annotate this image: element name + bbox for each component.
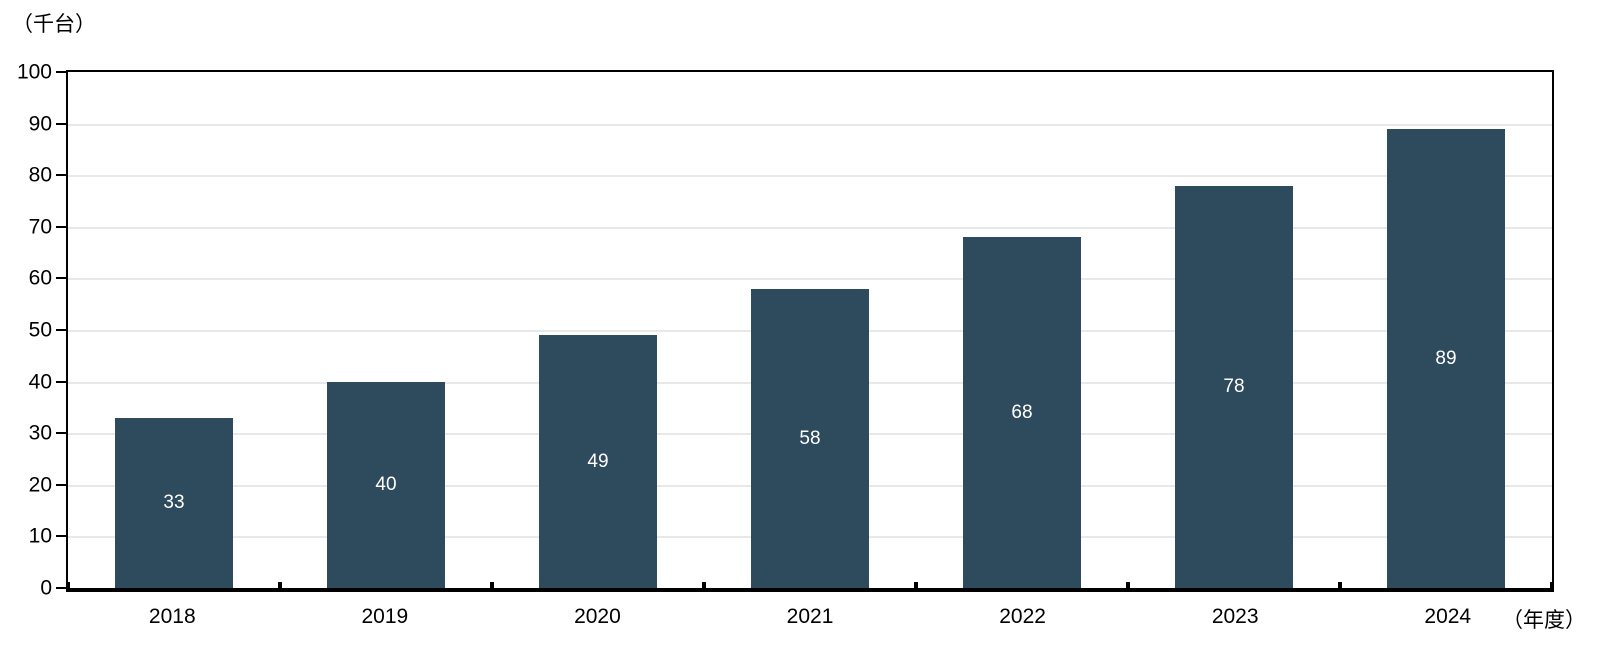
bar-value-label: 40 [375,474,397,496]
y-tick-mark [56,71,66,73]
x-tick-mark [702,582,706,588]
gridline [68,226,1552,229]
x-category-label: 2022 [999,605,1046,628]
x-tick-mark [1338,582,1342,588]
category-cell: 58 [704,72,916,588]
y-tick-label: 20 [28,473,52,497]
x-category-label: 2023 [1211,605,1259,628]
y-tick-label: 70 [28,215,52,239]
y-tick-mark [56,174,66,177]
x-tick-mark [1550,582,1554,588]
category-cell: 40 [280,72,492,588]
y-axis-tick-marks [0,71,66,589]
x-axis-category-labels: 2018 2019 2020 2021 2022 2023 2024 [66,604,1554,629]
bar: 89 [1387,128,1505,588]
y-tick-label: 60 [28,266,52,290]
y-tick-mark [56,122,66,125]
bar-value-label: 33 [163,492,185,514]
x-category-label: 2021 [786,605,834,628]
y-axis-tick-labels: 0 10 20 30 40 50 60 70 80 90 100 [0,62,52,599]
bar: 68 [963,237,1081,588]
bar-value-label: 49 [587,451,609,473]
bar-value-label: 58 [799,427,821,449]
x-category-label: 2024 [1424,605,1472,628]
y-axis-unit-label: （千台） [12,13,96,36]
x-tick-mark [278,582,282,588]
y-tick-label: 0 [40,576,52,600]
y-tick-mark [56,587,66,589]
x-category-label: 2019 [361,605,409,628]
x-tick-mark [1126,582,1130,588]
bars-container: 33 40 49 58 68 78 89 [68,72,1552,588]
plot-area: 33 40 49 58 68 78 89 [66,70,1554,592]
bar-value-label: 78 [1223,376,1245,398]
y-tick-label: 100 [16,60,52,84]
y-tick-label: 40 [28,370,52,394]
y-tick-label: 80 [28,163,52,187]
y-tick-mark [56,277,66,280]
y-tick-label: 30 [28,421,52,445]
x-tick-mark [914,582,918,588]
y-tick-label: 90 [28,112,52,136]
gridline [68,278,1552,281]
category-cell: 78 [1128,72,1340,588]
bar: 49 [539,335,657,588]
gridline [68,175,1552,178]
bar: 58 [751,288,869,588]
y-tick-mark [56,225,66,228]
bar: 33 [115,417,233,588]
gridline [68,123,1552,126]
x-category-label: 2020 [574,605,621,628]
y-tick-mark [56,535,66,538]
x-tick-mark [490,582,494,588]
y-tick-mark [56,483,66,486]
category-cell: 68 [916,72,1128,588]
x-tick-mark [66,582,70,588]
bar-value-label: 68 [1011,402,1033,424]
y-tick-label: 10 [28,524,52,548]
y-tick-label: 50 [28,318,52,342]
category-cell: 89 [1340,72,1552,588]
bar: 40 [327,381,445,588]
bar: 78 [1175,185,1293,588]
y-tick-mark [56,329,66,331]
y-tick-mark [56,380,66,383]
category-cell: 33 [68,72,280,588]
x-category-label: 2018 [148,605,196,628]
bar-value-label: 89 [1435,347,1457,369]
category-cell: 49 [492,72,704,588]
y-tick-mark [56,432,66,435]
x-axis-unit-label: （年度） [1502,609,1586,632]
